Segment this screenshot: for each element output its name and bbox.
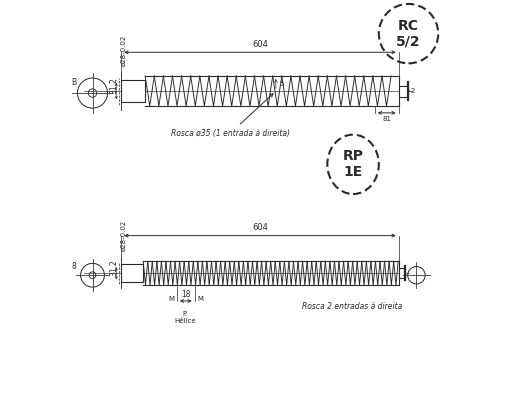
Text: ø28-0.02: ø28-0.02 [120,35,126,66]
Bar [122,80,145,102]
Text: 31.2: 31.2 [109,77,118,93]
Text: 8: 8 [71,262,77,270]
Text: Rosca ø35 (1 entrada à direita): Rosca ø35 (1 entrada à direita) [171,94,290,138]
Text: 2: 2 [410,88,415,94]
Text: P.
Hélice: P. Hélice [174,311,195,324]
Text: RC
5/2: RC 5/2 [396,19,421,49]
Text: M: M [168,296,174,302]
Text: 18: 18 [181,289,191,299]
Text: ø28-0.02: ø28-0.02 [120,220,126,251]
Text: 604: 604 [252,40,268,49]
Text: M: M [198,296,204,302]
Text: 604: 604 [252,223,268,232]
Text: 5: 5 [279,80,283,87]
Bar [399,86,408,97]
Text: 81: 81 [382,116,391,122]
Text: RP
1E: RP 1E [343,149,364,179]
Text: Rosca 2 entradas à direita: Rosca 2 entradas à direita [302,303,402,311]
Text: B: B [71,78,77,87]
Bar [399,268,405,278]
Bar [122,264,143,282]
Text: 31.2: 31.2 [109,259,118,276]
